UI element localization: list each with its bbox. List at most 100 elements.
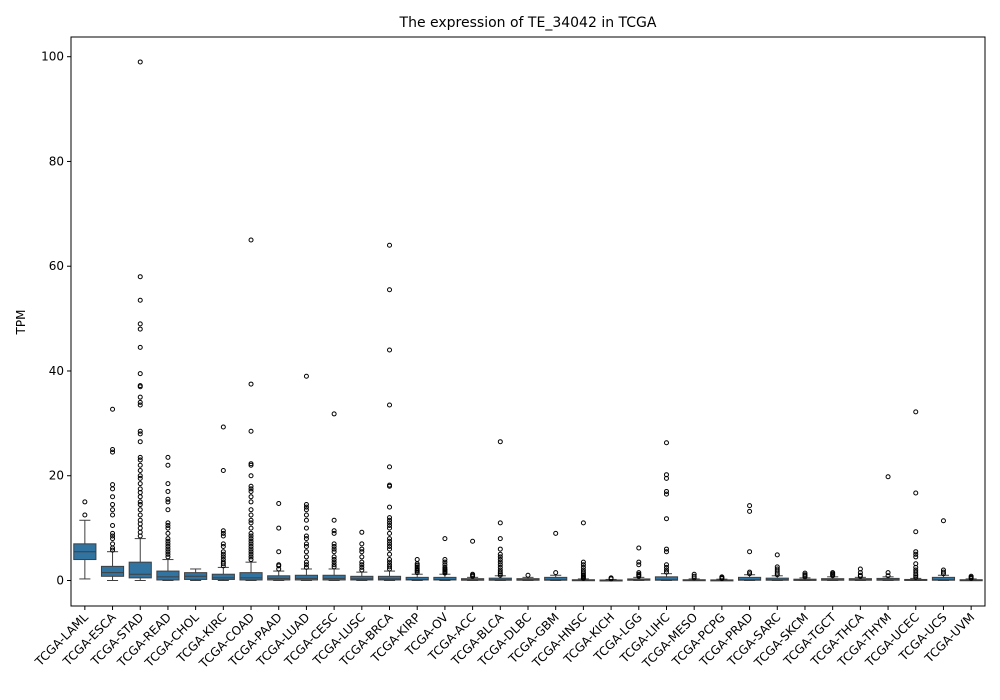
outlier-point bbox=[137, 371, 143, 377]
outlier-point bbox=[82, 512, 88, 518]
box-group bbox=[599, 575, 623, 582]
outlier-point bbox=[940, 567, 946, 573]
box-group bbox=[654, 440, 679, 581]
outlier-point bbox=[359, 529, 365, 535]
outlier-point bbox=[110, 486, 116, 492]
outlier-point bbox=[248, 551, 254, 557]
outlier-point bbox=[248, 473, 254, 479]
outlier-point bbox=[913, 561, 919, 567]
outlier-point bbox=[110, 547, 116, 553]
outlier-point bbox=[497, 559, 503, 565]
box-iqr bbox=[267, 575, 291, 581]
outlier-point bbox=[663, 569, 669, 575]
outlier-point bbox=[497, 546, 503, 552]
outlier-point bbox=[137, 454, 143, 460]
outlier-point bbox=[387, 530, 393, 536]
box-group bbox=[544, 530, 568, 581]
outlier-point bbox=[82, 499, 88, 505]
box-group bbox=[710, 574, 734, 582]
outlier-point bbox=[913, 554, 919, 560]
box-iqr bbox=[544, 576, 568, 581]
outlier-point bbox=[387, 287, 393, 293]
outlier-point bbox=[137, 326, 143, 332]
outlier-point bbox=[387, 536, 393, 542]
outlier-point bbox=[137, 402, 143, 408]
outlier-point bbox=[110, 406, 116, 412]
outlier-point bbox=[303, 504, 309, 510]
outlier-point bbox=[137, 462, 143, 468]
outlier-point bbox=[663, 516, 669, 522]
outlier-point bbox=[387, 517, 393, 523]
outlier-point bbox=[442, 564, 448, 570]
outlier-point bbox=[110, 449, 116, 455]
outlier-point bbox=[220, 557, 226, 563]
outlier-point bbox=[359, 549, 365, 555]
outlier-point bbox=[359, 559, 365, 565]
outlier-point bbox=[359, 554, 365, 560]
outlier-point bbox=[830, 570, 836, 576]
outlier-point bbox=[331, 549, 337, 555]
box-group bbox=[433, 536, 457, 581]
outlier-point bbox=[248, 512, 254, 518]
outlier-point bbox=[387, 347, 393, 353]
outlier-point bbox=[663, 564, 669, 570]
outlier-point bbox=[303, 543, 309, 549]
outlier-point bbox=[387, 525, 393, 531]
outlier-point bbox=[497, 439, 503, 445]
outlier-point bbox=[165, 454, 171, 460]
outlier-point bbox=[110, 541, 116, 547]
outlier-point bbox=[387, 464, 393, 470]
outlier-point bbox=[580, 520, 586, 526]
outlier-point bbox=[470, 538, 476, 544]
outlier-point bbox=[165, 462, 171, 468]
outlier-point bbox=[137, 502, 143, 508]
outlier-point bbox=[747, 569, 753, 575]
box-group bbox=[211, 424, 235, 581]
outlier-point bbox=[110, 530, 116, 536]
box-iqr bbox=[377, 575, 402, 581]
outlier-point bbox=[137, 321, 143, 327]
outlier-point bbox=[248, 488, 254, 494]
outlier-point bbox=[580, 567, 586, 573]
box-iqr bbox=[100, 565, 125, 577]
outlier-point bbox=[137, 431, 143, 437]
outlier-point bbox=[303, 525, 309, 531]
outlier-point bbox=[691, 573, 697, 579]
outlier-point bbox=[331, 541, 337, 547]
outlier-point bbox=[857, 572, 863, 578]
outlier-point bbox=[913, 551, 919, 557]
outlier-point bbox=[802, 572, 808, 578]
outlier-point bbox=[137, 457, 143, 463]
outlier-point bbox=[636, 570, 642, 576]
outlier-point bbox=[248, 530, 254, 536]
outlier-point bbox=[497, 562, 503, 568]
box-group bbox=[294, 373, 319, 581]
outlier-point bbox=[248, 486, 254, 492]
outlier-point bbox=[165, 499, 171, 505]
box-group bbox=[184, 568, 208, 581]
outlier-point bbox=[110, 533, 116, 539]
outlier-point bbox=[442, 536, 448, 542]
outlier-point bbox=[220, 468, 226, 474]
outlier-point bbox=[580, 562, 586, 568]
outlier-point bbox=[248, 499, 254, 505]
box-group bbox=[488, 439, 512, 581]
box-iqr bbox=[128, 561, 152, 579]
box-iqr bbox=[931, 576, 956, 581]
outlier-point bbox=[248, 538, 254, 544]
box-group bbox=[350, 529, 374, 581]
outlier-point bbox=[387, 520, 393, 526]
outlier-point bbox=[137, 428, 143, 434]
y-tick-label: 40 bbox=[49, 364, 64, 378]
outlier-point bbox=[248, 494, 254, 500]
outlier-point bbox=[110, 523, 116, 529]
outlier-point bbox=[387, 551, 393, 557]
outlier-point bbox=[747, 571, 753, 577]
outlier-point bbox=[331, 530, 337, 536]
outlier-point bbox=[165, 543, 171, 549]
box-group bbox=[931, 518, 956, 581]
outlier-point bbox=[248, 462, 254, 468]
outlier-point bbox=[885, 474, 891, 480]
outlier-point bbox=[220, 533, 226, 539]
box-iqr bbox=[156, 570, 180, 581]
